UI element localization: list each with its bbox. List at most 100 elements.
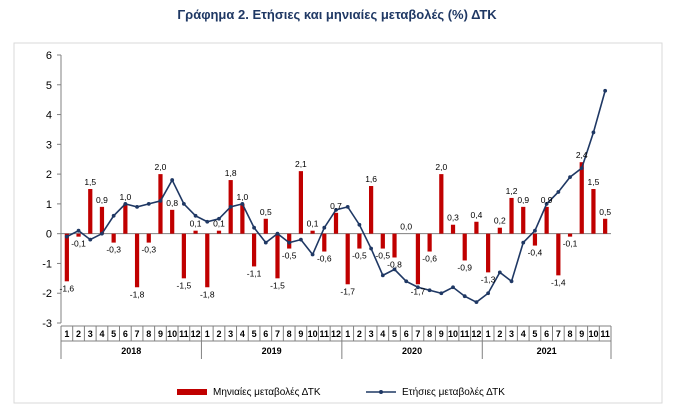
- bar-monthly: [193, 230, 198, 234]
- bar-data-label: 0,5: [599, 207, 611, 217]
- bar-data-label: -0,6: [317, 254, 332, 264]
- bar-data-label: 0,8: [166, 198, 178, 208]
- month-label: 9: [579, 329, 584, 339]
- month-label: 11: [460, 329, 470, 339]
- bar-data-label: -1,5: [177, 280, 192, 290]
- bar-data-label: -1,6: [60, 283, 75, 293]
- bar-monthly: [392, 233, 397, 258]
- month-label: 4: [380, 329, 385, 339]
- point-annual: [533, 228, 537, 233]
- legend-label-monthly: Μηνιαίες μεταβολές ΔΤΚ: [213, 386, 321, 398]
- point-annual: [158, 199, 163, 203]
- x-axis: 1 2 3 4 5 6 7 8 9 10 11 12 1 2 3 4 5 6 7 8 9 10 11 12 1 2 3 4 5 6 7 8 9 1…: [60, 233, 612, 359]
- point-annual: [322, 225, 327, 230]
- bar-monthly: [134, 233, 140, 288]
- legend-label-annual: Ετήσιες μεταβολές ΔΤΚ: [402, 386, 505, 398]
- data-labels: -1,6-0,11,50,9-0,31,0-1,8-0,32,00,8-1,50…: [60, 150, 612, 299]
- legend: Μηνιαίες μεταβολές ΔΤΚ Ετήσιες μεταβολές …: [177, 386, 505, 398]
- point-annual: [170, 178, 175, 182]
- y-tick-label: 3: [46, 139, 52, 151]
- bar-data-label: -1,5: [270, 280, 285, 290]
- bar-monthly: [544, 206, 549, 234]
- bar-monthly: [450, 224, 456, 234]
- bar-data-label: 0,1: [190, 219, 202, 229]
- point-annual: [135, 204, 139, 209]
- bar-monthly: [322, 233, 327, 252]
- month-label: 2: [216, 329, 221, 339]
- point-annual: [556, 190, 561, 194]
- month-label: 6: [263, 329, 268, 339]
- bar-monthly: [521, 206, 526, 234]
- bar-data-label: -0,5: [375, 251, 390, 261]
- point-annual: [228, 204, 233, 209]
- plot-area: [13, 42, 663, 404]
- point-annual: [181, 201, 186, 206]
- point-annual: [88, 237, 93, 242]
- month-label: 1: [205, 329, 210, 339]
- month-label: 2: [76, 329, 81, 339]
- month-label: 11: [600, 329, 610, 339]
- month-label: 8: [287, 329, 292, 339]
- year-label: 2019: [262, 346, 282, 356]
- bar-monthly: [170, 209, 175, 234]
- bar-data-label: 0,1: [213, 219, 225, 229]
- bar-monthly: [509, 197, 514, 234]
- bar-data-label: 1,8: [225, 168, 237, 178]
- month-label: 7: [135, 329, 140, 339]
- bar-data-label: -0,8: [387, 259, 402, 269]
- month-label: 3: [509, 329, 514, 339]
- point-annual: [310, 252, 315, 257]
- bar-monthly: [567, 233, 573, 237]
- y-tick-label: 0: [46, 229, 52, 241]
- bar-data-label: -0,1: [71, 239, 86, 249]
- bar-monthly: [591, 189, 596, 234]
- bar-monthly: [345, 233, 350, 285]
- bar-data-label: 0,4: [471, 210, 483, 220]
- point-annual: [451, 285, 455, 290]
- year-label: 2021: [537, 346, 557, 356]
- bar-data-label: -1,7: [340, 286, 355, 296]
- month-label: 4: [521, 329, 526, 339]
- bar-monthly: [556, 233, 561, 276]
- chart-frame: [13, 42, 663, 404]
- month-label: 7: [415, 329, 420, 339]
- bar-monthly: [310, 230, 315, 234]
- bar-data-label: 0,7: [330, 201, 342, 211]
- bar-data-label: -0,5: [282, 251, 297, 261]
- point-annual: [64, 234, 69, 239]
- y-axis: -3 -2 -1 0 1 2 3 4 5 6: [42, 50, 62, 330]
- y-tick-label: -2: [42, 288, 52, 300]
- bar-monthly: [76, 233, 81, 237]
- point-annual: [146, 201, 151, 206]
- bar-monthly: [240, 203, 245, 234]
- month-label: 5: [111, 329, 116, 339]
- point-annual: [205, 219, 210, 224]
- year-label: 2020: [402, 346, 422, 356]
- point-annual: [392, 267, 397, 272]
- bar-monthly: [64, 233, 69, 282]
- legend-swatch-monthly: [177, 389, 207, 395]
- bar-data-label: -1,1: [247, 268, 262, 278]
- year-label: 2018: [121, 346, 141, 356]
- y-tick-label: 1: [46, 199, 52, 211]
- month-label: 10: [167, 329, 177, 339]
- bar-data-label: -0,5: [352, 251, 367, 261]
- y-tick-label: 5: [46, 80, 52, 92]
- month-label: 9: [158, 329, 163, 339]
- bar-monthly: [579, 162, 584, 234]
- bar-monthly: [603, 218, 608, 234]
- bar-data-label: -1,3: [481, 274, 496, 284]
- month-label: 6: [123, 329, 128, 339]
- point-annual: [497, 270, 502, 275]
- bar-monthly: [181, 233, 186, 279]
- bar-monthly: [439, 174, 444, 234]
- y-tick-label: 6: [46, 50, 52, 62]
- month-label: 10: [308, 329, 318, 339]
- bar-monthly: [158, 174, 163, 234]
- bar-monthly: [333, 212, 339, 234]
- y-tick-label: -1: [42, 258, 52, 270]
- month-label: 7: [275, 329, 280, 339]
- bar-data-label: 1,5: [588, 177, 600, 187]
- bar-data-label: 0,5: [260, 207, 272, 217]
